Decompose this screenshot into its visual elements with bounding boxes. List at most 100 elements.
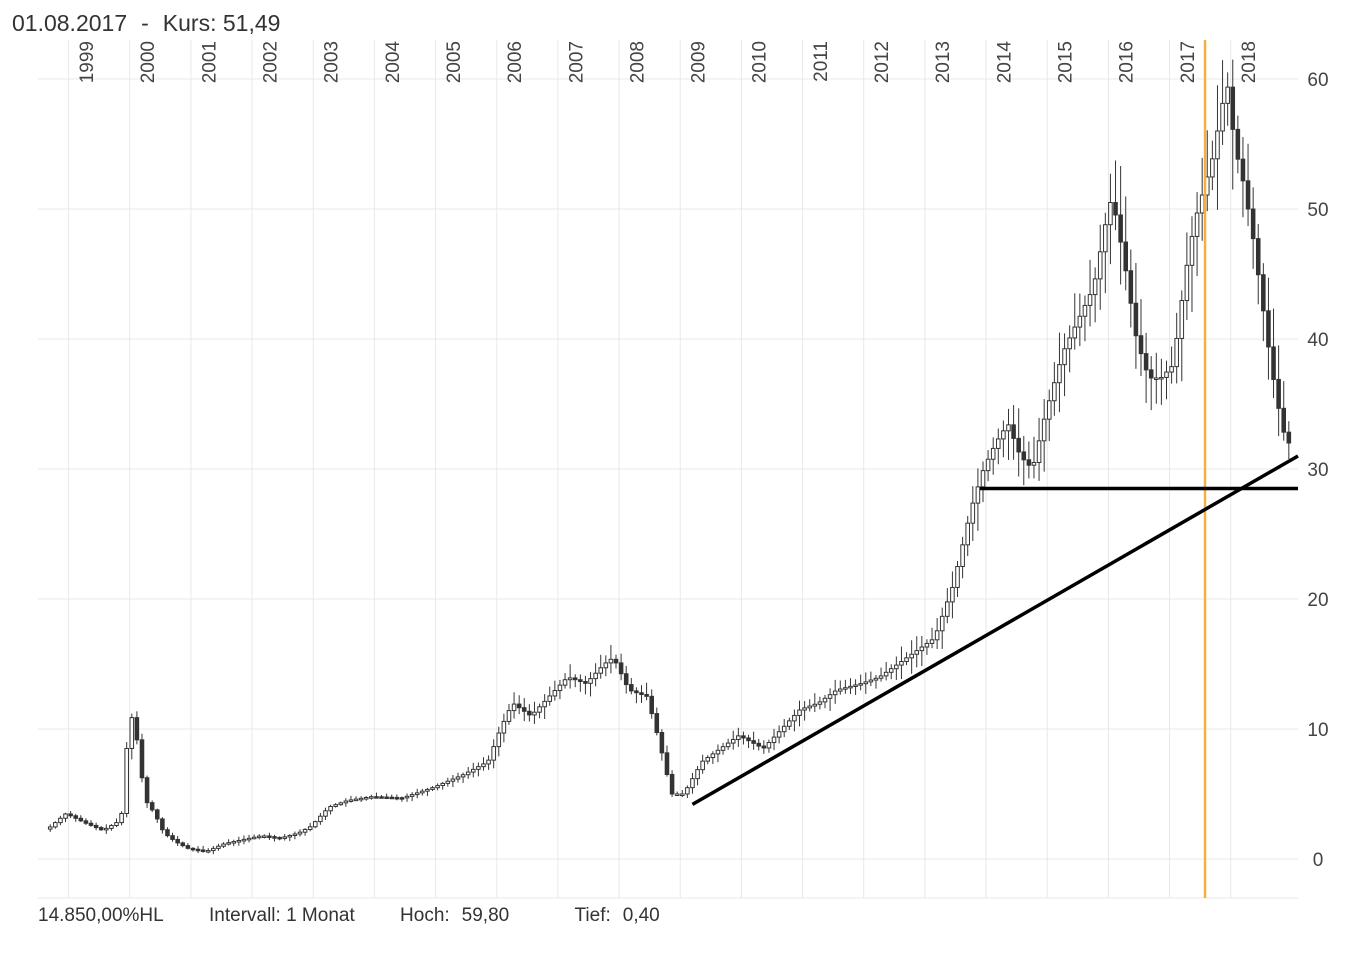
stock-chart[interactable]: 0 10 20 30 40 50 60 1999 2000 2001 2002 2003 2004 200… bbox=[0, 0, 1352, 900]
x-tick-label: 2008 bbox=[627, 41, 648, 83]
candle-body bbox=[588, 678, 593, 684]
candle-body bbox=[761, 745, 767, 749]
candle-body bbox=[440, 782, 445, 787]
candle-body bbox=[251, 836, 257, 840]
x-tick-label: 2016 bbox=[1117, 41, 1138, 83]
candle-body bbox=[603, 662, 609, 669]
candle-body bbox=[1261, 274, 1266, 312]
y-tick-label: 0 bbox=[1313, 850, 1324, 871]
candle-body bbox=[256, 835, 262, 839]
candle-body bbox=[634, 690, 639, 694]
candle-body bbox=[730, 738, 736, 744]
chart-footer: 14.850,00%HL Intervall: 1 Monat Hoch: 59,… bbox=[38, 905, 700, 927]
candle-body bbox=[445, 780, 451, 784]
x-tick-label: 2004 bbox=[383, 41, 404, 84]
candle-body bbox=[277, 836, 282, 840]
candle-body bbox=[1250, 208, 1256, 240]
candle-body bbox=[736, 735, 741, 740]
candle-body bbox=[486, 759, 491, 765]
interval-info[interactable]: Intervall: 1 Monat bbox=[209, 905, 355, 926]
candle-body bbox=[481, 763, 486, 768]
candle-body bbox=[863, 681, 869, 685]
candle-body bbox=[154, 809, 160, 820]
candle-body bbox=[109, 824, 114, 829]
candle-body bbox=[985, 458, 991, 472]
candle-body bbox=[430, 787, 435, 790]
candle-body bbox=[333, 804, 338, 807]
candle-body bbox=[899, 660, 904, 666]
candle-body bbox=[369, 796, 374, 799]
candle-body bbox=[776, 731, 782, 738]
x-tick-label: 2018 bbox=[1239, 41, 1260, 83]
candle-body bbox=[1255, 238, 1261, 276]
candle-body bbox=[996, 438, 1001, 449]
candle-body bbox=[236, 839, 242, 843]
candle-body bbox=[623, 673, 629, 686]
candle-body bbox=[787, 720, 792, 727]
candle-body bbox=[771, 736, 777, 744]
candle-body bbox=[649, 695, 654, 715]
x-tick-label: 2001 bbox=[199, 41, 220, 83]
candle-body bbox=[389, 796, 395, 800]
candle-body bbox=[455, 776, 461, 780]
candle-body bbox=[409, 794, 415, 797]
candle-body bbox=[608, 658, 614, 664]
candle-body bbox=[950, 586, 955, 603]
candle-body bbox=[338, 802, 344, 806]
candle-body bbox=[629, 684, 634, 692]
chart-header: 01.08.2017- Kurs: 51,49 bbox=[12, 10, 280, 37]
candle-body bbox=[1210, 158, 1215, 178]
candle-body bbox=[751, 740, 756, 744]
candle-body bbox=[1240, 158, 1246, 182]
candle-body bbox=[1230, 86, 1236, 130]
candle-body bbox=[501, 720, 507, 734]
candle-body bbox=[1036, 440, 1042, 464]
candle-body bbox=[358, 797, 364, 801]
x-tick-label: 2007 bbox=[566, 41, 587, 83]
candle-body bbox=[476, 766, 481, 770]
candle-body bbox=[93, 824, 99, 829]
candle-body bbox=[511, 703, 517, 712]
candle-body bbox=[557, 684, 563, 692]
candle-body bbox=[1174, 337, 1179, 368]
candle-body bbox=[567, 677, 573, 681]
candle-body bbox=[715, 749, 721, 755]
candle-body bbox=[1016, 437, 1021, 453]
candle-body bbox=[618, 662, 624, 675]
candle-body bbox=[104, 827, 109, 831]
candle-body bbox=[1041, 418, 1047, 442]
candle-body bbox=[460, 774, 466, 778]
candle-body bbox=[578, 679, 583, 683]
trendline-support-rising[interactable] bbox=[691, 454, 1299, 806]
candle-body bbox=[175, 838, 180, 844]
candle-body bbox=[180, 842, 186, 847]
candle-body bbox=[216, 845, 221, 849]
candle-body bbox=[1006, 424, 1011, 432]
candle-body bbox=[1159, 376, 1164, 380]
candle-body bbox=[583, 681, 588, 684]
candle-body bbox=[282, 836, 287, 839]
candle-body bbox=[1103, 224, 1108, 253]
candle-body bbox=[929, 639, 935, 644]
candle-body bbox=[1148, 369, 1154, 379]
candle-body bbox=[221, 843, 226, 847]
candle-body bbox=[420, 790, 425, 794]
candle-body bbox=[1077, 315, 1083, 328]
high-value: 59,80 bbox=[461, 905, 510, 926]
candle-body bbox=[506, 710, 512, 722]
candle-body bbox=[980, 470, 986, 488]
candle-body bbox=[63, 813, 68, 819]
candle-body bbox=[384, 796, 389, 800]
candle-body bbox=[924, 642, 930, 648]
candle-body bbox=[47, 826, 53, 830]
candle-body bbox=[781, 725, 787, 733]
x-tick-label: 2000 bbox=[138, 41, 159, 83]
candle-body bbox=[674, 793, 680, 796]
candle-body bbox=[114, 822, 119, 826]
candle-body bbox=[1057, 364, 1062, 384]
candle-body bbox=[414, 792, 420, 796]
candle-body bbox=[853, 684, 858, 687]
candle-body bbox=[700, 760, 705, 771]
candle-body bbox=[68, 813, 73, 817]
candle-body bbox=[343, 800, 349, 804]
